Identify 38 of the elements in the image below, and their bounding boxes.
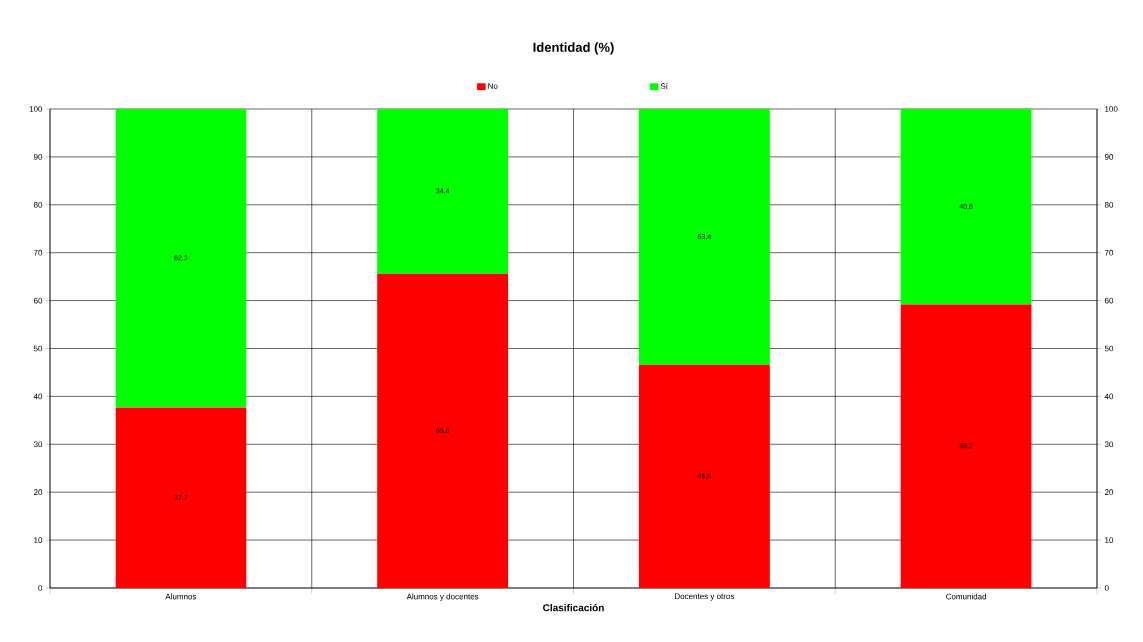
x-tick-label: Alumnos y docentes xyxy=(406,593,479,601)
y2-tick-label: 60 xyxy=(1104,297,1114,304)
y-tick-label: 70 xyxy=(33,249,43,256)
y-tick-label: 60 xyxy=(33,297,43,304)
y-tick-label: 0 xyxy=(38,585,43,591)
bar xyxy=(115,407,247,588)
bar xyxy=(900,108,1032,305)
x-tick-label: Docentes y otros xyxy=(675,593,735,601)
y2-tick-label: 80 xyxy=(1104,201,1114,208)
y-tick-label: 50 xyxy=(33,345,43,352)
y2-tick-label: 0 xyxy=(1104,585,1109,591)
bar xyxy=(377,108,509,274)
x-tick-label: Alumnos xyxy=(165,593,197,600)
y-tick-label: 10 xyxy=(34,537,43,543)
y-tick-label: 20 xyxy=(33,489,43,496)
bar xyxy=(638,364,770,588)
x-axis-title: Clasificación xyxy=(543,603,604,612)
y-tick-label: 40 xyxy=(33,393,43,400)
legend-label: No xyxy=(488,83,498,89)
bar xyxy=(900,304,1032,588)
y-tick-label: 90 xyxy=(33,154,43,160)
y2-tick-label: 50 xyxy=(1104,345,1114,352)
bar xyxy=(638,108,770,365)
y-tick-label: 100 xyxy=(29,106,43,112)
bar xyxy=(377,273,509,588)
x-tick-label: Comunidad xyxy=(946,593,987,600)
bar xyxy=(115,108,247,408)
y-tick-label: 30 xyxy=(33,441,43,448)
y-tick-label: 80 xyxy=(33,201,43,208)
y2-tick-label: 40 xyxy=(1104,393,1114,400)
y2-tick-label: 10 xyxy=(1105,537,1114,543)
y2-tick-label: 20 xyxy=(1104,489,1114,496)
chart-title: Identidad (%) xyxy=(533,42,614,55)
y2-tick-label: 100 xyxy=(1105,106,1118,112)
y2-tick-label: 30 xyxy=(1104,441,1114,448)
legend-label: Sí xyxy=(660,83,668,89)
y2-tick-label: 70 xyxy=(1104,249,1114,256)
y2-tick-label: 90 xyxy=(1104,154,1114,160)
